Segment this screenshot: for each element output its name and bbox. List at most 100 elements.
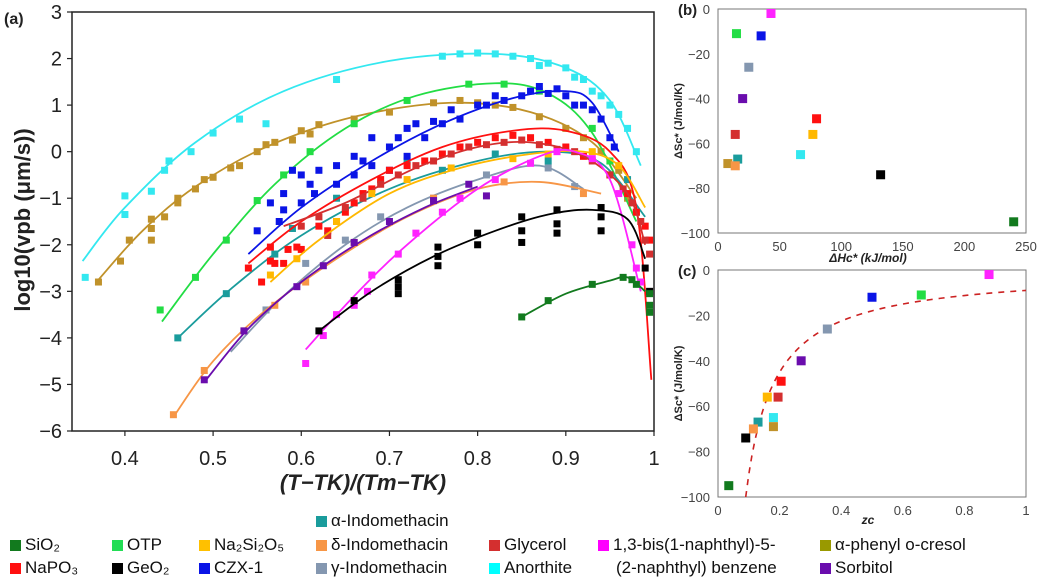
- data-point: [297, 171, 305, 179]
- legend-label: GeO₂: [127, 558, 170, 577]
- data-point: [306, 148, 314, 156]
- y-tick-label-a: −3: [39, 281, 62, 303]
- data-point: [474, 49, 482, 57]
- fit-line: [81, 52, 642, 262]
- panel-label-a: (a): [4, 11, 24, 28]
- legend-swatch: [112, 540, 123, 551]
- data-point: [147, 187, 155, 195]
- data-point: [403, 124, 411, 132]
- data-point: [553, 206, 561, 214]
- data-point: [350, 152, 358, 160]
- data-point: [535, 113, 543, 121]
- data-point-c: [724, 481, 734, 491]
- data-point: [615, 110, 623, 118]
- data-point: [125, 236, 133, 244]
- data-point: [447, 150, 455, 158]
- y-tick-label-a: −2: [39, 235, 62, 257]
- data-point: [491, 101, 499, 109]
- data-point: [227, 164, 235, 172]
- legend-item-na2si2o5: Na₂Si₂O₅: [199, 535, 284, 555]
- data-point: [341, 208, 349, 216]
- legend-swatch: [316, 563, 327, 574]
- series-sio-: [518, 273, 654, 321]
- data-point: [350, 238, 358, 246]
- data-point-b: [738, 94, 748, 104]
- data-point: [482, 101, 490, 109]
- data-point: [544, 297, 552, 305]
- data-point: [350, 115, 358, 123]
- data-point: [615, 162, 623, 170]
- legend-swatch: [820, 563, 831, 574]
- data-point: [394, 276, 402, 284]
- data-point-c: [984, 270, 994, 280]
- data-point: [174, 199, 182, 207]
- data-point: [333, 311, 341, 319]
- data-point: [438, 166, 446, 174]
- data-point: [500, 178, 508, 186]
- data-point: [562, 124, 570, 132]
- legend-item-bis-naphthyl-line2: (2-naphthyl) benzene: [616, 558, 777, 577]
- data-point: [535, 62, 543, 70]
- data-point: [421, 134, 429, 142]
- fit-line: [269, 149, 646, 283]
- data-point: [421, 157, 429, 165]
- legend-label: OTP: [127, 535, 162, 554]
- data-point: [606, 134, 614, 142]
- data-point: [394, 171, 402, 179]
- x-tick-label-c: 0: [714, 503, 721, 518]
- data-point: [403, 162, 411, 170]
- data-point: [632, 264, 640, 272]
- data-point: [271, 250, 279, 258]
- data-point: [209, 129, 217, 137]
- data-point: [315, 222, 323, 230]
- x-tick-label-a: 0.4: [111, 448, 139, 470]
- data-point: [394, 290, 402, 298]
- data-point: [456, 115, 464, 123]
- data-point: [597, 213, 605, 221]
- x-tick-label-c: 0.6: [894, 503, 912, 518]
- data-point: [447, 164, 455, 172]
- legend-label: Glycerol: [504, 535, 567, 554]
- data-point: [597, 92, 605, 100]
- y-tick-label-b: −100: [681, 226, 710, 241]
- data-point: [438, 208, 446, 216]
- data-point: [253, 197, 261, 205]
- data-point: [509, 155, 517, 163]
- data-point-c: [867, 292, 877, 302]
- data-point: [491, 134, 499, 142]
- fit-line: [177, 150, 646, 339]
- data-point-c: [753, 417, 763, 427]
- x-axis-label-a: (T−TK)/(Tm−TK): [280, 470, 446, 495]
- x-axis-label-c: zc: [861, 513, 875, 527]
- data-point: [544, 157, 552, 165]
- data-point: [174, 194, 182, 202]
- data-point: [266, 199, 274, 207]
- data-point: [297, 222, 305, 230]
- legend-item-g-indomethacin: γ-Indomethacin: [316, 558, 447, 577]
- data-point: [491, 176, 499, 184]
- data-point-b: [766, 8, 776, 18]
- data-point: [646, 250, 654, 258]
- data-point: [262, 141, 270, 149]
- y-tick-label-a: 2: [51, 49, 62, 71]
- data-point: [465, 80, 473, 88]
- data-point: [562, 92, 570, 100]
- data-point: [615, 190, 623, 198]
- data-point: [606, 101, 614, 109]
- data-point: [240, 327, 248, 335]
- data-point-b: [812, 114, 822, 124]
- y-tick-label-a: 1: [51, 95, 62, 117]
- data-point: [615, 166, 623, 174]
- data-point: [553, 148, 561, 156]
- data-point: [363, 287, 371, 295]
- data-point: [535, 141, 543, 149]
- data-point: [438, 120, 446, 128]
- legend-item-sio2: SiO₂: [10, 535, 60, 555]
- data-point: [588, 87, 596, 95]
- data-point-c: [768, 413, 778, 423]
- data-point: [632, 148, 640, 156]
- data-point: [359, 194, 367, 202]
- data-point: [465, 143, 473, 151]
- data-point: [646, 236, 654, 244]
